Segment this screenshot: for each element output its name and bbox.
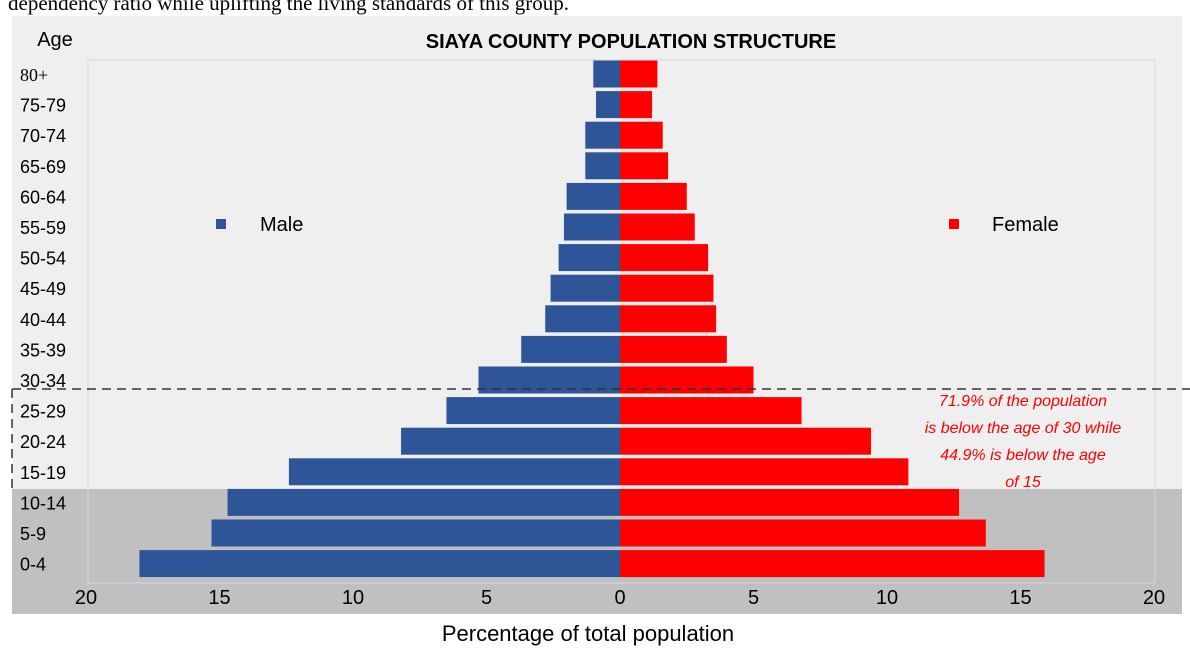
age-labels-group: 80+ 75-79 70-74 65-69 60-64 55-59 50-54 45-49 40… <box>20 65 66 575</box>
male-bar-10-14 <box>227 488 620 516</box>
female-bar-5-9 <box>620 519 986 547</box>
male-bar-20-24 <box>401 427 620 455</box>
female-bar-65-69 <box>620 152 669 180</box>
male-bar-60-64 <box>566 182 620 210</box>
age-label-70-74: 70-74 <box>20 126 66 146</box>
plot-area-border <box>87 59 1156 584</box>
legend-male-label: Male <box>260 214 303 236</box>
female-bar-75-79 <box>620 91 653 119</box>
legend-female-label: Female <box>992 214 1059 236</box>
legend-male-swatch <box>216 219 226 229</box>
male-bar-30-34 <box>478 366 620 394</box>
male-bar-65-69 <box>585 152 620 180</box>
caption-fragment: dependency ratio while uplifting the liv… <box>8 0 569 15</box>
male-bar-35-39 <box>521 335 620 363</box>
age-label-5-9: 5-9 <box>20 524 46 544</box>
female-bar-70-74 <box>620 121 663 149</box>
female-bar-35-39 <box>620 335 727 363</box>
female-bar-80+ <box>620 60 658 88</box>
female-bar-25-29 <box>620 397 802 425</box>
y-axis-label: Age <box>37 29 73 51</box>
age-label-40-44: 40-44 <box>20 310 66 330</box>
age-label-0-4: 0-4 <box>20 555 46 575</box>
age-label-35-39: 35-39 <box>20 340 66 360</box>
age-label-30-34: 30-34 <box>20 371 66 391</box>
chart-title: SIAYA COUNTY POPULATION STRUCTURE <box>426 31 836 53</box>
male-bar-50-54 <box>558 244 620 272</box>
male-bar-80+ <box>593 60 620 88</box>
x-tick-label: 5 <box>748 587 759 609</box>
age-label-60-64: 60-64 <box>20 187 66 207</box>
x-tick-label: 5 <box>481 587 492 609</box>
annotation-line-1: 71.9% of the population <box>939 393 1107 410</box>
age-label-25-29: 25-29 <box>20 402 66 422</box>
male-bar-55-59 <box>563 213 620 241</box>
x-tick-label: 15 <box>1009 587 1031 609</box>
age-label-45-49: 45-49 <box>20 279 66 299</box>
female-bar-20-24 <box>620 427 871 455</box>
annotation-line-2: is below the age of 30 while <box>925 420 1122 437</box>
age-label-80+: 80+ <box>20 65 48 85</box>
annotation: 71.9% of the population is below the age… <box>925 393 1122 491</box>
age-label-10-14: 10-14 <box>20 493 66 513</box>
female-bar-40-44 <box>620 305 717 333</box>
age-label-55-59: 55-59 <box>20 218 66 238</box>
annotation-line-3: 44.9% is below the age <box>940 447 1106 464</box>
female-bar-60-64 <box>620 182 687 210</box>
male-bar-0-4 <box>139 550 620 578</box>
x-tick-label: 20 <box>75 587 97 609</box>
x-tick-label: 20 <box>1143 587 1165 609</box>
female-bar-50-54 <box>620 244 709 272</box>
x-tick-label: 0 <box>614 587 625 609</box>
age-label-20-24: 20-24 <box>20 432 66 452</box>
male-bar-5-9 <box>211 519 621 547</box>
female-bar-45-49 <box>620 274 714 302</box>
annotation-line-4: of 15 <box>1005 474 1041 491</box>
legend-female-swatch <box>949 219 959 229</box>
age-label-75-79: 75-79 <box>20 96 66 116</box>
female-bar-55-59 <box>620 213 695 241</box>
age-label-50-54: 50-54 <box>20 249 66 269</box>
male-bar-70-74 <box>585 121 620 149</box>
x-tick-label: 10 <box>342 587 364 609</box>
male-bar-15-19 <box>288 458 620 486</box>
bars-group <box>139 60 1045 578</box>
age-label-65-69: 65-69 <box>20 157 66 177</box>
age-label-15-19: 15-19 <box>20 463 66 483</box>
x-tick-label: 10 <box>876 587 898 609</box>
male-bar-40-44 <box>545 305 620 333</box>
male-bar-25-29 <box>446 397 620 425</box>
female-bar-0-4 <box>620 550 1045 578</box>
male-bar-75-79 <box>595 91 620 119</box>
female-bar-15-19 <box>620 458 909 486</box>
male-bar-45-49 <box>550 274 620 302</box>
x-ticks-group: 20 15 10 5 0 5 10 15 20 <box>75 587 1165 609</box>
female-bar-10-14 <box>620 488 960 516</box>
x-axis-label: Percentage of total population <box>442 621 734 646</box>
x-tick-label: 15 <box>208 587 230 609</box>
